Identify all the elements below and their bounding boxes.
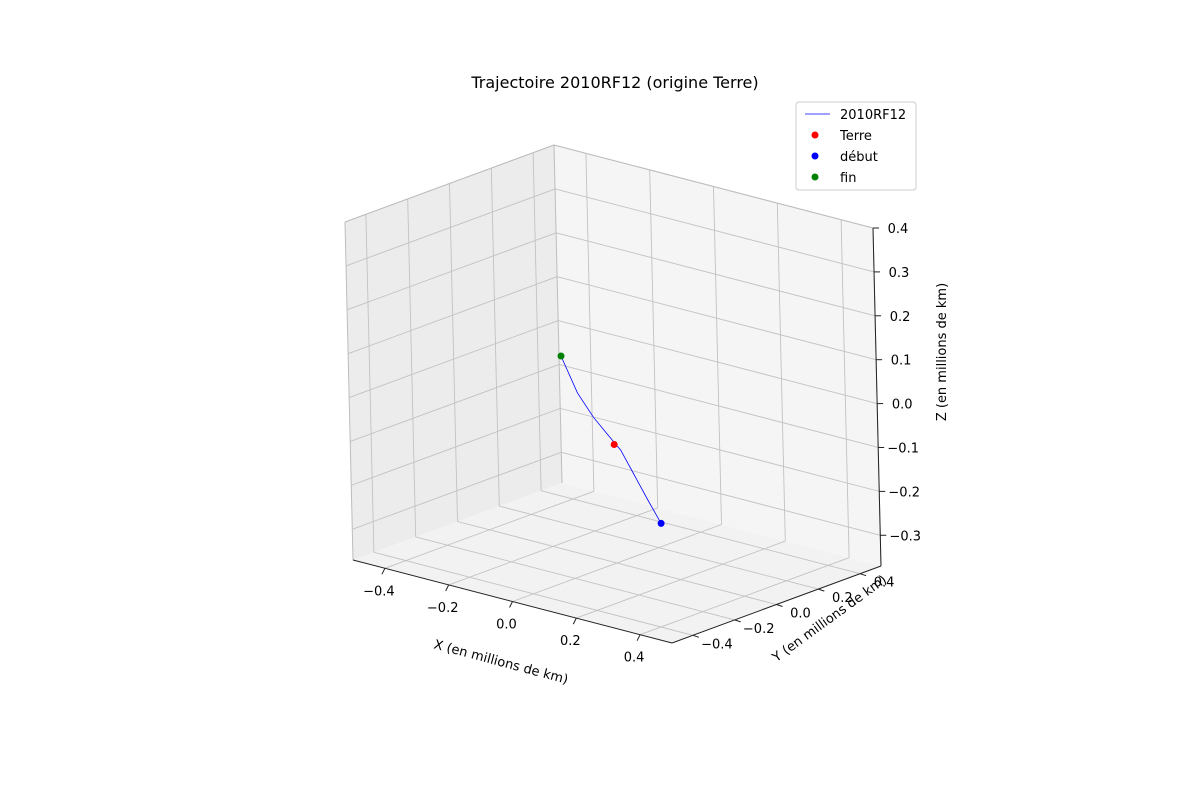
y-tick-label: 0.0: [790, 607, 811, 622]
grid-line-y-floor: [415, 536, 735, 621]
legend-label-2010rf12: 2010RF12: [840, 108, 906, 123]
grid-line-x-wall: [840, 219, 850, 558]
pane-edge-left-vertical: [344, 221, 354, 561]
grid-line-z-back: [560, 407, 880, 492]
z-tick-label: 0.2: [890, 310, 911, 325]
y-tick-label: −0.2: [743, 622, 775, 637]
grid-line-x-wall: [649, 169, 659, 508]
grid-line-y-wall: [532, 152, 542, 491]
grid-line-z-back: [558, 320, 878, 405]
grid-line-y-wall: [407, 198, 417, 537]
grid-line-y-wall: [490, 168, 500, 507]
grid-line-z-left: [345, 188, 556, 267]
y-tick-mark: [818, 588, 825, 592]
y-tick-label: −0.4: [701, 637, 733, 652]
legend-label-debut: début: [840, 150, 878, 165]
x-tick-mark: [636, 634, 641, 641]
legend: 2010RF12 Terre début fin: [795, 101, 917, 191]
x-tick-mark: [572, 617, 577, 625]
z-tick-label: 0.0: [892, 398, 913, 413]
grid-line-z-back: [555, 232, 876, 317]
grid-line-z-back: [559, 364, 879, 448]
grid-line-x-wall: [713, 186, 722, 525]
y-tick-mark: [859, 573, 867, 577]
grid-line-z-back: [557, 276, 877, 361]
grid-line-z-left: [352, 451, 562, 530]
grid-line-y-floor: [457, 521, 777, 605]
z-tick-label: 0.4: [888, 222, 909, 237]
grid-line-z-back: [554, 188, 875, 273]
legend-box: [795, 101, 917, 191]
pane-edge-top-back: [553, 144, 874, 229]
grid-line-x-wall: [585, 153, 595, 492]
y-tick-mark: [734, 619, 741, 623]
y-tick-mark: [692, 634, 700, 638]
legend-marker-debut: [811, 152, 819, 160]
pane-edge-top-left: [344, 144, 555, 223]
x-tick-mark: [509, 601, 513, 608]
grid-line-y-floor: [373, 551, 694, 636]
z-tick-label: 0.3: [889, 266, 910, 281]
grid-line-z-left: [347, 276, 558, 355]
plot-area: [557, 352, 665, 527]
legend-marker-fin: [811, 173, 819, 181]
tick-labels: −0.4 −0.2 0.0 0.2 0.4 −0.4 −0.2 0.0 0.2 0.4 −0.3 −0…: [363, 222, 921, 666]
axis-panes: [345, 145, 881, 643]
grid-line-z-left: [351, 407, 561, 486]
x-tick-label: −0.4: [363, 584, 395, 599]
pane-edge-back-vertical: [553, 144, 563, 484]
y-tick-label: 0.2: [832, 591, 853, 606]
z-axis-label: Z (en millions de km): [935, 283, 950, 421]
x-axis-label: X (en millions de km): [432, 637, 570, 687]
legend-label-terre: Terre: [839, 129, 872, 144]
x-tick-mark: [381, 568, 386, 575]
grid-line-y-floor: [499, 505, 819, 590]
grid-line-z-left: [349, 320, 559, 399]
grid-line-z-left: [350, 364, 560, 442]
y-tick-mark: [776, 604, 783, 607]
y-tick-label: 0.4: [874, 576, 895, 591]
z-tick-label: −0.2: [888, 485, 920, 500]
legend-label-fin: fin: [840, 171, 856, 186]
x-tick-label: 0.0: [496, 618, 517, 633]
x-tick-label: −0.2: [427, 601, 459, 616]
x-tick-mark: [445, 584, 450, 592]
z-tick-label: 0.1: [891, 354, 912, 369]
grid-line-x-wall: [776, 203, 786, 542]
grid-line-y-wall: [449, 183, 458, 522]
x-tick-label: 0.2: [560, 634, 581, 649]
grid-line-z-left: [346, 232, 557, 311]
chart-title: Trajectoire 2010RF12 (origine Terre): [470, 73, 758, 92]
z-axis-line: [872, 227, 882, 567]
z-tick-label: −0.1: [887, 442, 919, 457]
legend-marker-terre: [811, 131, 819, 139]
grid-line-z-back: [561, 451, 881, 536]
scatter-point-fin: [557, 352, 565, 360]
grid-line-y-wall: [365, 214, 375, 553]
scatter-point-d-but: [657, 519, 665, 527]
grid-line-y-floor: [540, 490, 861, 575]
z-tick-label: −0.3: [890, 529, 922, 544]
x-tick-label: 0.4: [624, 651, 645, 666]
scatter-point-terre: [610, 441, 618, 448]
